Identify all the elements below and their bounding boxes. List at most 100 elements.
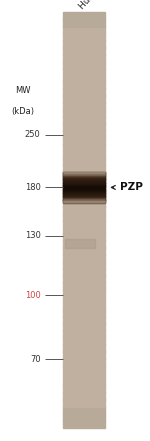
Bar bbox=[63, 198, 105, 200]
Bar bbox=[63, 179, 105, 180]
Bar bbox=[63, 268, 105, 276]
Bar bbox=[63, 202, 105, 203]
Bar bbox=[63, 144, 105, 151]
Bar bbox=[63, 172, 105, 173]
Bar bbox=[63, 200, 105, 201]
Bar bbox=[63, 75, 105, 82]
Bar bbox=[63, 240, 105, 248]
Bar bbox=[63, 227, 105, 234]
Bar bbox=[63, 337, 105, 345]
Bar bbox=[63, 351, 105, 359]
Bar bbox=[63, 282, 105, 290]
Bar bbox=[63, 12, 105, 20]
Bar bbox=[63, 413, 105, 421]
Bar bbox=[63, 40, 105, 48]
Bar bbox=[63, 192, 105, 200]
Bar bbox=[63, 157, 105, 165]
Bar bbox=[63, 171, 105, 179]
Bar bbox=[63, 399, 105, 407]
Bar bbox=[63, 188, 105, 189]
Bar bbox=[63, 189, 105, 190]
Bar bbox=[63, 392, 105, 400]
Bar bbox=[63, 295, 105, 303]
Text: 70: 70 bbox=[30, 355, 40, 364]
Bar bbox=[63, 195, 105, 197]
Bar bbox=[63, 109, 105, 117]
Bar bbox=[63, 150, 105, 158]
Bar bbox=[63, 316, 105, 324]
Bar bbox=[63, 196, 105, 198]
Bar bbox=[63, 176, 105, 177]
Bar bbox=[63, 189, 105, 191]
Bar bbox=[63, 247, 105, 255]
Bar bbox=[63, 344, 105, 352]
Bar bbox=[63, 378, 105, 386]
Bar bbox=[63, 19, 105, 27]
Bar bbox=[63, 67, 105, 75]
Bar bbox=[63, 175, 105, 176]
Text: PZP: PZP bbox=[120, 183, 143, 192]
Bar bbox=[63, 199, 105, 200]
Bar bbox=[63, 330, 105, 338]
Bar bbox=[63, 181, 105, 182]
Bar bbox=[63, 174, 105, 175]
Bar bbox=[63, 275, 105, 283]
Bar bbox=[63, 365, 105, 373]
Bar bbox=[63, 261, 105, 269]
Bar bbox=[63, 358, 105, 366]
Text: Human plasma: Human plasma bbox=[77, 0, 130, 11]
Bar bbox=[63, 116, 105, 124]
Bar bbox=[63, 193, 105, 194]
Bar bbox=[63, 185, 105, 186]
Bar bbox=[63, 171, 105, 172]
Bar bbox=[63, 406, 105, 414]
Bar bbox=[63, 184, 105, 185]
Bar bbox=[63, 61, 105, 68]
Bar bbox=[63, 176, 105, 177]
Text: (kDa): (kDa) bbox=[12, 107, 35, 116]
Bar bbox=[63, 176, 105, 177]
Bar bbox=[63, 199, 105, 207]
Bar bbox=[63, 303, 105, 310]
Bar bbox=[63, 88, 105, 96]
Text: 130: 130 bbox=[25, 232, 40, 240]
Bar bbox=[63, 206, 105, 213]
Bar bbox=[63, 202, 105, 203]
Bar bbox=[63, 137, 105, 145]
Bar bbox=[63, 323, 105, 331]
Bar bbox=[63, 164, 105, 172]
Bar bbox=[63, 173, 105, 174]
Bar bbox=[63, 420, 105, 428]
Bar bbox=[63, 174, 105, 175]
Bar bbox=[63, 197, 105, 198]
Bar bbox=[63, 172, 105, 173]
Bar bbox=[63, 372, 105, 379]
Bar bbox=[63, 82, 105, 89]
Bar bbox=[63, 186, 105, 187]
Bar bbox=[63, 187, 105, 188]
Bar bbox=[63, 123, 105, 131]
Bar bbox=[63, 233, 105, 241]
Bar bbox=[63, 198, 105, 199]
Bar bbox=[63, 175, 105, 176]
Bar bbox=[63, 95, 105, 103]
Bar bbox=[63, 254, 105, 262]
Bar bbox=[63, 172, 105, 173]
Bar bbox=[63, 183, 105, 184]
Bar bbox=[63, 190, 105, 191]
Bar bbox=[63, 198, 105, 199]
Text: 180: 180 bbox=[25, 183, 40, 192]
Bar bbox=[63, 54, 105, 62]
Bar bbox=[63, 180, 105, 181]
Bar bbox=[63, 26, 105, 34]
Bar bbox=[63, 47, 105, 55]
Bar bbox=[63, 201, 105, 202]
Bar bbox=[63, 182, 105, 183]
Bar bbox=[65, 239, 94, 248]
Bar bbox=[63, 179, 105, 180]
Bar bbox=[63, 191, 105, 192]
Text: 250: 250 bbox=[25, 130, 40, 139]
Bar bbox=[63, 191, 105, 193]
Bar bbox=[63, 197, 105, 198]
Bar bbox=[63, 220, 105, 228]
